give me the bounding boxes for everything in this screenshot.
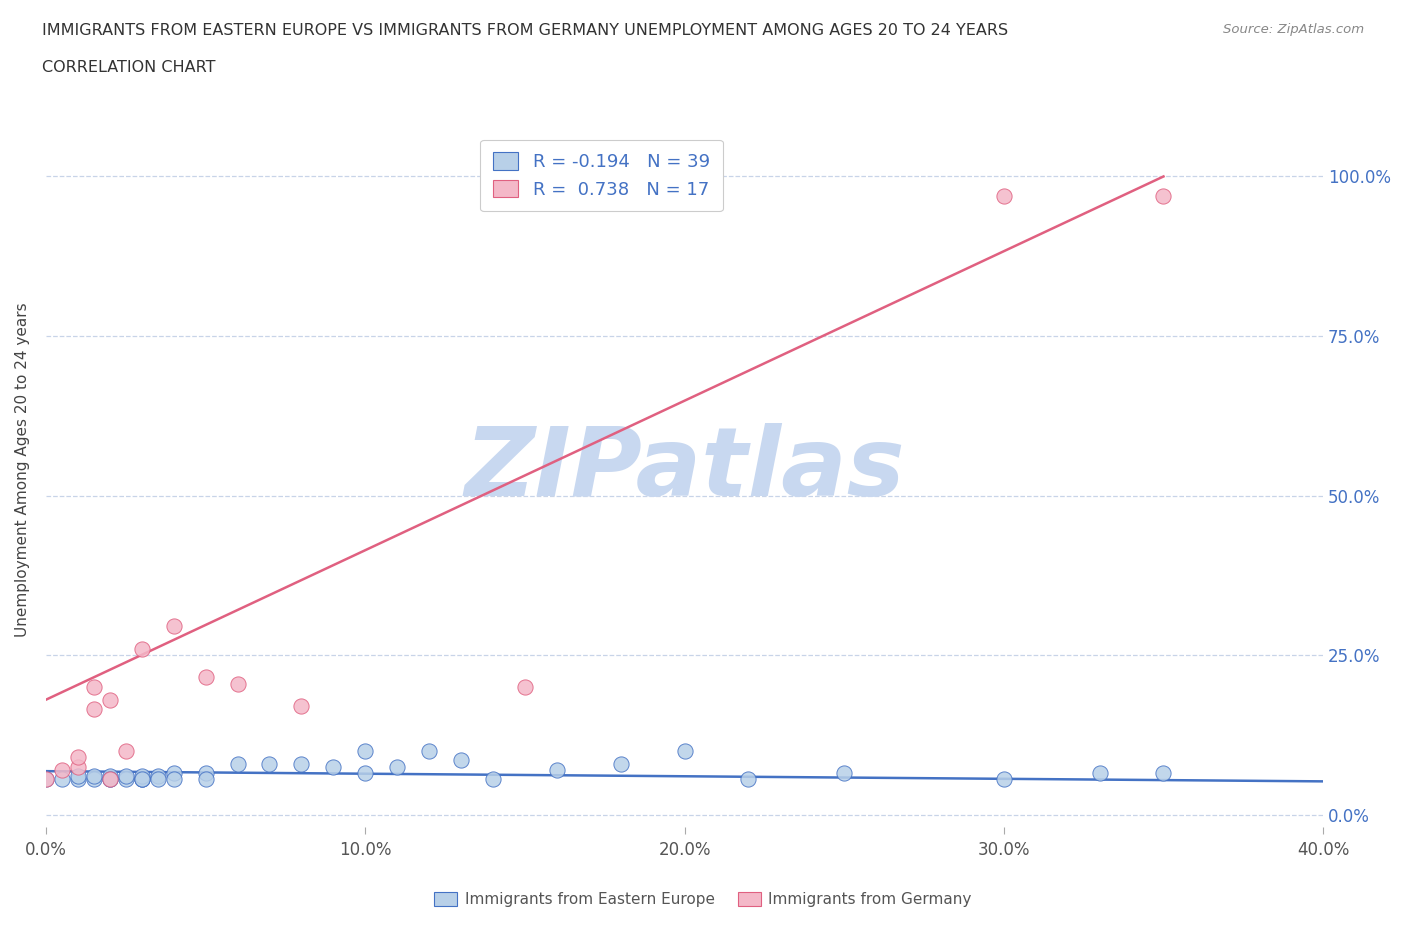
Point — [83, 702, 105, 717]
Point — [290, 698, 312, 713]
Point — [322, 759, 344, 774]
Point — [83, 772, 105, 787]
Point — [737, 772, 759, 787]
Text: CORRELATION CHART: CORRELATION CHART — [42, 60, 215, 75]
Point — [35, 772, 58, 787]
Text: ZIPatlas: ZIPatlas — [464, 423, 905, 516]
Point — [131, 641, 153, 656]
Text: Source: ZipAtlas.com: Source: ZipAtlas.com — [1223, 23, 1364, 36]
Y-axis label: Unemployment Among Ages 20 to 24 years: Unemployment Among Ages 20 to 24 years — [15, 302, 30, 637]
Point — [163, 772, 186, 787]
Point — [832, 765, 855, 780]
Point — [131, 772, 153, 787]
Point — [114, 772, 136, 787]
Point — [163, 765, 186, 780]
Point — [259, 756, 281, 771]
Point — [131, 772, 153, 787]
Legend: Immigrants from Eastern Europe, Immigrants from Germany: Immigrants from Eastern Europe, Immigran… — [429, 885, 977, 913]
Point — [226, 676, 249, 691]
Point — [482, 772, 505, 787]
Point — [194, 765, 217, 780]
Text: IMMIGRANTS FROM EASTERN EUROPE VS IMMIGRANTS FROM GERMANY UNEMPLOYMENT AMONG AGE: IMMIGRANTS FROM EASTERN EUROPE VS IMMIGR… — [42, 23, 1008, 38]
Point — [66, 772, 89, 787]
Point — [194, 772, 217, 787]
Point — [1088, 765, 1111, 780]
Point — [418, 743, 440, 758]
Point — [66, 769, 89, 784]
Point — [66, 759, 89, 774]
Point — [98, 772, 121, 787]
Point — [290, 756, 312, 771]
Point — [1153, 765, 1175, 780]
Point — [83, 769, 105, 784]
Point — [163, 618, 186, 633]
Point — [513, 680, 536, 695]
Point — [66, 750, 89, 764]
Point — [385, 759, 408, 774]
Point — [450, 753, 472, 768]
Point — [98, 692, 121, 707]
Point — [51, 763, 73, 777]
Point — [354, 765, 377, 780]
Point — [83, 680, 105, 695]
Point — [35, 772, 58, 787]
Point — [98, 769, 121, 784]
Point — [354, 743, 377, 758]
Point — [131, 772, 153, 787]
Point — [146, 769, 169, 784]
Point — [993, 772, 1015, 787]
Point — [673, 743, 696, 758]
Point — [131, 769, 153, 784]
Point — [146, 772, 169, 787]
Point — [993, 188, 1015, 203]
Point — [114, 743, 136, 758]
Legend: R = -0.194   N = 39, R =  0.738   N = 17: R = -0.194 N = 39, R = 0.738 N = 17 — [481, 140, 723, 211]
Point — [98, 772, 121, 787]
Point — [609, 756, 631, 771]
Point — [226, 756, 249, 771]
Point — [51, 772, 73, 787]
Point — [194, 670, 217, 684]
Point — [98, 772, 121, 787]
Point — [1153, 188, 1175, 203]
Point — [114, 769, 136, 784]
Point — [546, 763, 568, 777]
